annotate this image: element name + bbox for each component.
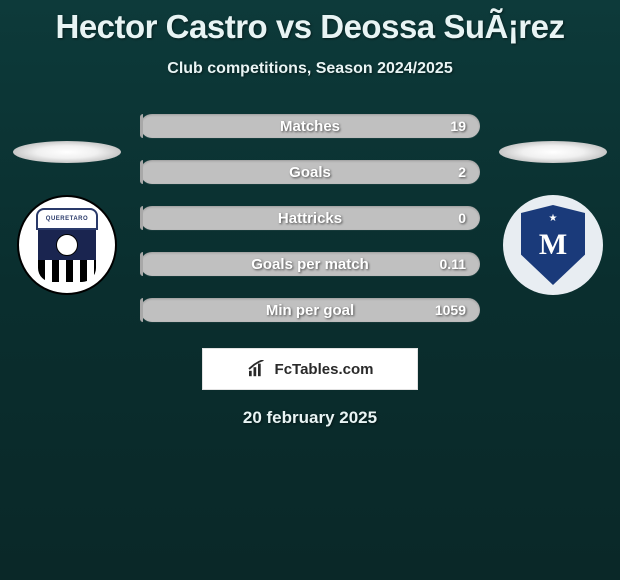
right-club-logo: ★ M	[503, 195, 603, 295]
stat-bar-goals: Goals 2	[140, 160, 480, 184]
left-player-ellipse	[13, 141, 121, 163]
stat-bar-hattricks: Hattricks 0	[140, 206, 480, 230]
stat-label: Min per goal	[266, 302, 354, 319]
stat-bar-min-per-goal: Min per goal 1059	[140, 298, 480, 322]
stat-label: Matches	[280, 118, 340, 135]
stat-value: 2	[458, 164, 466, 180]
stats-column: Matches 19 Goals 2 Hattricks 0 Goals per…	[140, 114, 480, 322]
right-player-ellipse	[499, 141, 607, 163]
badge-ball-icon	[56, 234, 78, 256]
right-club-column: ★ M	[498, 141, 608, 295]
stat-bar-goals-per-match: Goals per match 0.11	[140, 252, 480, 276]
monterrey-badge: ★ M	[521, 205, 585, 285]
bar-chart-icon	[247, 360, 269, 378]
comparison-card: Hector Castro vs Deossa SuÃ¡rez Club com…	[0, 0, 620, 428]
queretaro-badge: QUERETARO	[36, 208, 98, 282]
badge-star-icon: ★	[549, 213, 558, 224]
page-title: Hector Castro vs Deossa SuÃ¡rez	[55, 8, 564, 46]
badge-mid	[38, 230, 96, 260]
stat-label: Hattricks	[278, 210, 342, 227]
content-row: QUERETARO Matches 19 Goals 2	[0, 114, 620, 322]
stat-value: 0.11	[440, 256, 466, 272]
stat-value: 19	[450, 118, 466, 134]
stat-bar-matches: Matches 19	[140, 114, 480, 138]
date-text: 20 february 2025	[243, 408, 377, 428]
attribution-box[interactable]: FcTables.com	[202, 348, 418, 390]
stat-label: Goals	[289, 164, 331, 181]
stat-value: 1059	[435, 302, 466, 318]
left-club-column: QUERETARO	[12, 141, 122, 295]
stat-label: Goals per match	[251, 256, 369, 273]
left-club-logo: QUERETARO	[17, 195, 117, 295]
attribution-text: FcTables.com	[275, 361, 374, 378]
badge-letter: M	[539, 228, 567, 262]
badge-name-band: QUERETARO	[36, 208, 98, 230]
stat-value: 0	[458, 210, 466, 226]
badge-stripes	[38, 260, 96, 282]
subtitle: Club competitions, Season 2024/2025	[167, 60, 452, 78]
